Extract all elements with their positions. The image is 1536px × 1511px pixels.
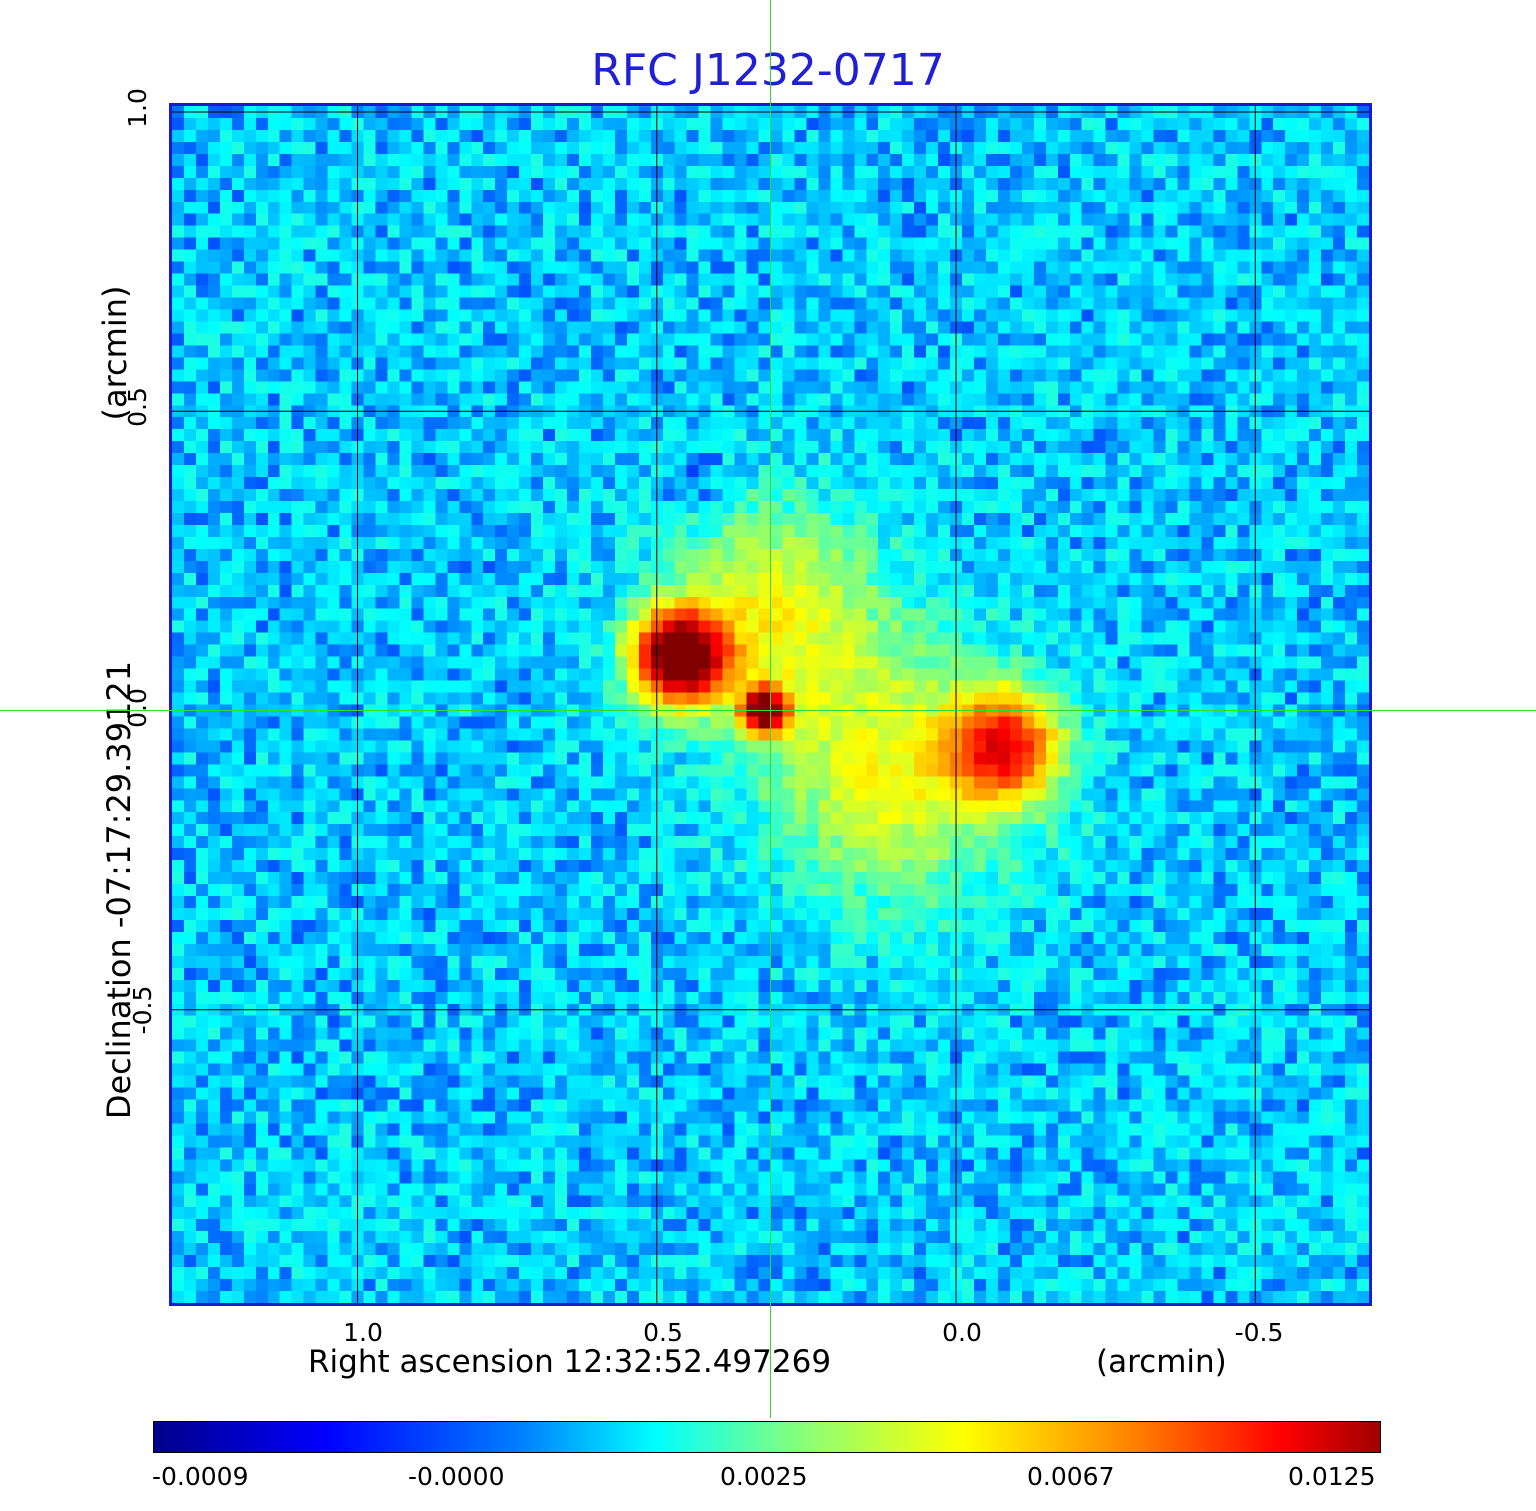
coordinate-grid [172,106,1369,1303]
chart-title: RFC J1232-0717 [591,45,945,96]
y-axis-unit: (arcmin) [96,285,134,421]
colorbar-tick-label: -0.0009 [152,1462,249,1491]
colorbar-tick-label: 0.0025 [720,1462,808,1491]
colorbar [153,1421,1381,1453]
x-tick-label: 0.0 [942,1318,982,1347]
y-tick-label: 1.0 [123,88,152,128]
image-plot-area[interactable] [169,103,1372,1306]
colorbar-tick-label: -0.0000 [408,1462,505,1491]
x-tick-label: -0.5 [1234,1318,1284,1347]
y-axis-label: Declination -07:17:29.39121 [100,660,138,1120]
x-axis-unit: (arcmin) [1096,1344,1227,1380]
x-axis-label: Right ascension 12:32:52.497269 [308,1344,832,1380]
colorbar-tick-label: 0.0067 [1027,1462,1115,1491]
colorbar-tick-label: 0.0125 [1288,1462,1376,1491]
x-tick-label: 1.0 [343,1318,383,1347]
x-tick-label: 0.5 [643,1318,683,1347]
